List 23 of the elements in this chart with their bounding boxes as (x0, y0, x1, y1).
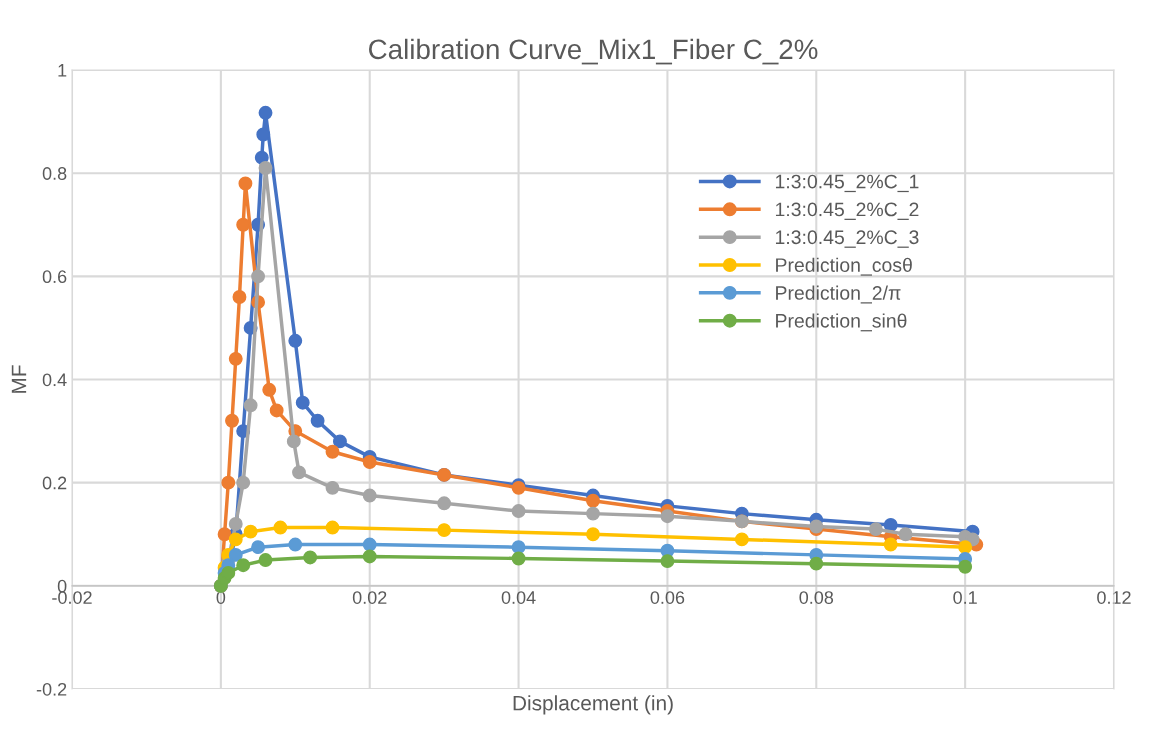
y-axis-title: MF (11, 365, 27, 393)
x-tick-label: 0.12 (1097, 591, 1131, 604)
x-axis-title: Displacement (in) (513, 695, 673, 715)
x-tick-label: 0.1 (953, 591, 977, 604)
y-tick-label: 1 (58, 64, 67, 77)
legend-label: 1:3:0.45_2%C_2 (775, 202, 919, 220)
y-tick-label: 0 (57, 579, 67, 593)
x-tick-label: 0.04 (501, 591, 536, 604)
y-tick-label: 0.8 (42, 167, 67, 180)
y-tick-label: 0.2 (42, 476, 67, 490)
x-tick-label: 0.08 (799, 591, 834, 604)
legend-label: 1:3:0.45_2%C_3 (775, 230, 919, 248)
legend-label: 1:3:0.45_2%C_1 (775, 174, 919, 193)
legend-label: Prediction_2/π (776, 285, 901, 304)
x-tick-label: 0.06 (650, 591, 685, 604)
y-tick-label: 0.4 (42, 373, 67, 387)
legend-label: Prediction_cosθ (776, 257, 912, 276)
y-tick-label: -0.2 (36, 682, 67, 696)
x-tick-label: -0.02 (52, 591, 92, 604)
chart-title: Calibration Curve_Mix1_Fiber C_2% (369, 38, 818, 65)
legend-label: Prediction_sinθ (776, 313, 907, 332)
y-tick-label: 0.6 (42, 270, 67, 284)
x-tick-label: 0.02 (352, 591, 387, 604)
